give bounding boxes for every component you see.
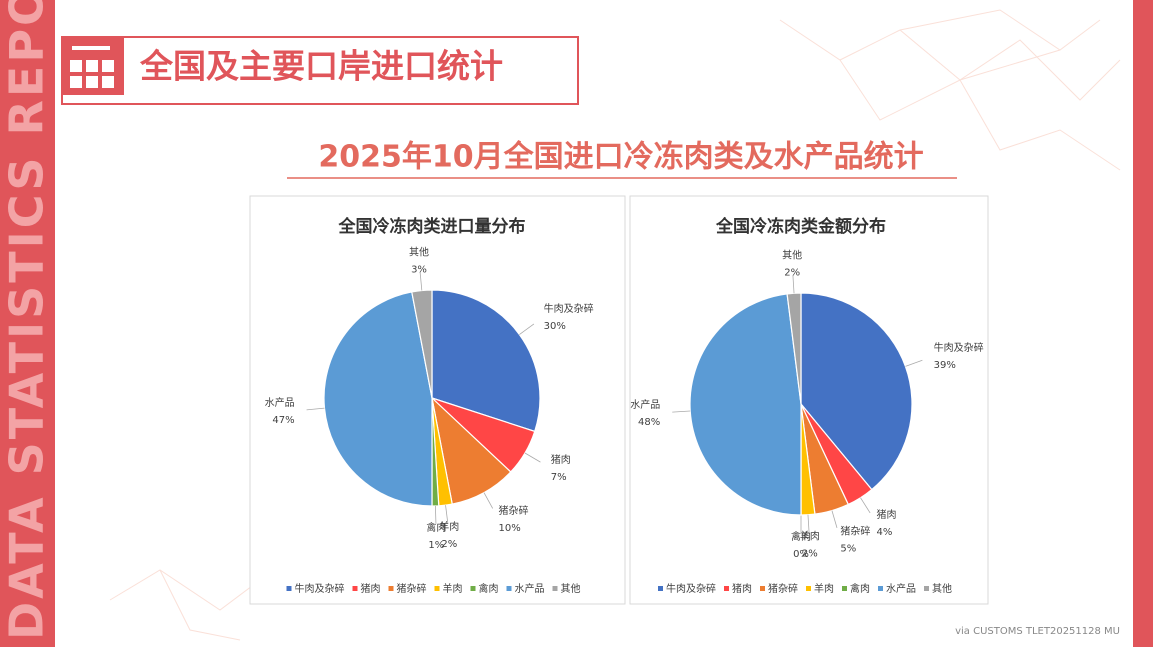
data-label-value: 47% <box>272 415 294 426</box>
data-label-value: 2% <box>441 539 457 550</box>
data-label-value: 2% <box>784 267 800 278</box>
data-label-name: 猪杂碎 <box>498 504 528 517</box>
right-band <box>1133 0 1153 647</box>
data-label-value: 1% <box>428 540 444 551</box>
header-title: 全国及主要口岸进口统计 <box>139 47 503 86</box>
data-label-value: 0% <box>793 549 809 560</box>
chart-title: 全国冷冻肉类进口量分布 <box>338 216 526 237</box>
legend-label: 牛肉及杂碎 <box>295 582 345 595</box>
legend-label: 猪肉 <box>732 582 752 595</box>
data-label-name: 猪肉 <box>877 508 897 521</box>
legend-marker <box>760 586 765 591</box>
legend-marker <box>806 586 811 591</box>
legend-marker <box>352 586 358 591</box>
legend-marker <box>724 586 729 591</box>
leader-line <box>807 514 810 533</box>
data-label-value: 10% <box>498 523 520 534</box>
legend-label: 猪杂碎 <box>768 582 798 595</box>
leader-line <box>419 272 423 291</box>
source: via CUSTOMS TLET20251128 MU <box>955 626 1120 637</box>
leader-line <box>860 497 871 514</box>
legend-marker <box>470 586 476 591</box>
data-label-value: 30% <box>544 321 566 332</box>
network-decoration <box>109 9 1121 641</box>
legend-marker <box>506 586 512 591</box>
legend-marker <box>388 586 394 591</box>
leader-line <box>483 492 494 509</box>
pie-slice <box>411 289 433 399</box>
legend-label: 羊肉 <box>443 582 463 595</box>
side-text: DATA STATISTICS REPORT <box>0 0 54 640</box>
data-label-value: 3% <box>411 265 427 276</box>
data-label-name: 羊肉 <box>800 530 820 543</box>
data-label-name: 猪杂碎 <box>840 524 870 537</box>
data-label-value: 2% <box>802 549 818 560</box>
data-label-name: 羊肉 <box>439 520 459 533</box>
data-label-name: 猪肉 <box>551 453 571 466</box>
leader-line <box>905 359 923 367</box>
legend-marker <box>878 586 883 591</box>
leader-line <box>672 410 691 413</box>
data-label-name: 水产品 <box>630 398 660 411</box>
legend-label: 水产品 <box>886 582 916 595</box>
data-label-name: 牛肉及杂碎 <box>934 341 984 354</box>
leader-line <box>434 505 437 524</box>
leader-line <box>524 452 541 463</box>
legend-label: 其他 <box>932 582 952 595</box>
legend-marker <box>658 586 663 591</box>
leader-line <box>519 323 535 335</box>
data-label-value: 5% <box>840 543 856 554</box>
legend-marker <box>924 586 929 591</box>
data-label-name: 水产品 <box>265 396 295 409</box>
leader-line <box>445 505 449 524</box>
leader-line <box>831 510 838 528</box>
legend-marker <box>286 586 292 591</box>
legend-marker <box>552 586 558 591</box>
data-label-value: 39% <box>934 360 956 371</box>
data-label-name: 其他 <box>409 246 429 259</box>
leader-line <box>306 407 325 411</box>
pie-slice <box>323 291 433 507</box>
data-label-value: 7% <box>551 472 567 483</box>
legend-label: 羊肉 <box>814 582 834 595</box>
subtitle: 2025年10月全国进口冷冻肉类及水产品统计 <box>318 140 923 175</box>
pie-slice <box>800 292 913 491</box>
legend-label: 水产品 <box>515 582 545 595</box>
data-label-name: 禽肉 <box>791 530 811 543</box>
legend-label: 猪肉 <box>361 582 381 595</box>
leader-line <box>792 275 795 294</box>
icon-shapes <box>70 46 114 88</box>
data-label-value: 4% <box>877 527 893 538</box>
data-label-name: 禽肉 <box>426 521 446 534</box>
pie-slice <box>431 289 541 433</box>
pie-slice <box>689 293 802 516</box>
data-label-value: 48% <box>638 417 660 428</box>
legend-label: 禽肉 <box>850 582 870 595</box>
legend-marker <box>434 586 440 591</box>
data-label-name: 其他 <box>782 248 802 261</box>
legend-label: 牛肉及杂碎 <box>666 582 716 595</box>
side-band <box>0 0 55 647</box>
chart-title: 全国冷冻肉类金额分布 <box>715 216 886 237</box>
legend-label: 禽肉 <box>479 582 499 595</box>
legend-marker <box>842 586 847 591</box>
data-label-name: 牛肉及杂碎 <box>544 302 594 315</box>
legend-label: 猪杂碎 <box>397 582 427 595</box>
legend-label: 其他 <box>561 582 581 595</box>
